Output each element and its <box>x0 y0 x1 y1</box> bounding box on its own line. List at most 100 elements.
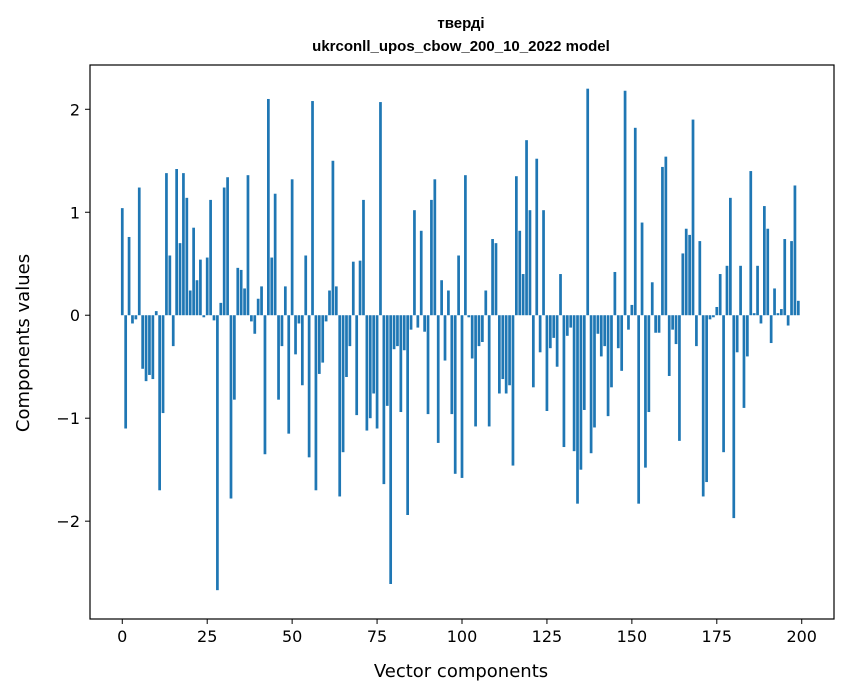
bar <box>572 315 576 452</box>
bar <box>470 315 474 359</box>
bar <box>579 315 583 470</box>
bar <box>644 315 647 468</box>
bar <box>216 315 219 591</box>
bar <box>345 315 348 378</box>
bar <box>195 280 199 316</box>
bar <box>202 315 206 318</box>
bar <box>385 315 389 406</box>
bar <box>355 315 359 416</box>
bar <box>239 269 243 316</box>
bar <box>620 315 624 371</box>
bar <box>317 315 321 374</box>
bar <box>545 315 549 411</box>
bar <box>701 315 705 497</box>
bar <box>127 236 131 316</box>
bar <box>749 171 753 316</box>
y-tick-label: −2 <box>56 512 80 531</box>
bar <box>708 315 712 320</box>
x-tick-label: 175 <box>702 627 733 646</box>
bar <box>460 315 464 478</box>
bar <box>796 300 800 316</box>
bar <box>368 315 372 419</box>
bar <box>756 265 759 316</box>
bar <box>671 315 674 330</box>
chart-subtitle: ukrconll_upos_cbow_200_10_2022 model <box>312 38 610 55</box>
bar <box>627 315 630 330</box>
bar <box>474 315 477 427</box>
bar <box>199 259 202 316</box>
bar <box>433 179 437 316</box>
bar <box>131 315 134 324</box>
bar <box>606 315 610 417</box>
chart-title: тверді <box>437 15 484 32</box>
y-tick-label: 2 <box>70 100 80 119</box>
bar <box>559 274 562 316</box>
bar <box>552 315 556 338</box>
bar <box>742 315 746 408</box>
bar <box>273 193 277 316</box>
bar <box>623 90 627 316</box>
bar <box>144 315 148 382</box>
bar <box>290 179 294 316</box>
bar <box>436 315 440 443</box>
bar <box>307 315 311 458</box>
y-tick-label: 1 <box>70 203 80 222</box>
bar <box>752 313 756 316</box>
bar <box>640 222 644 316</box>
bar <box>453 315 457 474</box>
bar <box>712 315 715 318</box>
bar <box>314 315 318 491</box>
bar <box>661 166 664 316</box>
bar <box>392 315 396 350</box>
bar <box>168 255 172 316</box>
bar <box>674 315 678 345</box>
bar <box>365 315 369 431</box>
bar <box>182 173 185 316</box>
bar <box>637 315 641 504</box>
bar <box>498 315 501 394</box>
bar <box>783 239 787 316</box>
bar <box>521 274 525 316</box>
bar <box>348 315 352 347</box>
bar <box>793 185 797 316</box>
bar <box>698 241 702 316</box>
bar <box>321 315 325 363</box>
bar <box>141 315 145 369</box>
bar <box>256 298 260 316</box>
plot-frame <box>89 64 835 620</box>
bar <box>491 239 494 316</box>
bar <box>633 127 637 316</box>
bar <box>589 315 593 454</box>
bar <box>165 173 168 316</box>
bar <box>134 315 138 320</box>
bar <box>294 315 297 355</box>
bar <box>525 140 528 316</box>
bar <box>151 315 155 380</box>
bar <box>647 315 651 413</box>
bar <box>413 210 416 316</box>
bar <box>171 315 175 347</box>
bar <box>226 177 229 316</box>
bar <box>494 243 498 316</box>
bar <box>447 290 450 316</box>
bar <box>477 315 481 347</box>
bar <box>538 315 542 353</box>
bar <box>185 197 189 316</box>
bar <box>399 315 403 413</box>
bar <box>222 187 226 316</box>
bar <box>515 176 518 316</box>
bar <box>616 315 620 349</box>
bar <box>729 197 732 316</box>
bar <box>209 199 212 316</box>
bar <box>440 280 443 316</box>
x-tick-label: 0 <box>117 627 127 646</box>
bar <box>657 315 661 333</box>
bar <box>678 315 681 441</box>
bar <box>426 315 430 415</box>
bar <box>450 315 454 415</box>
bar <box>304 255 308 316</box>
bar <box>596 315 600 334</box>
bar <box>715 306 719 316</box>
x-tick-label: 150 <box>617 627 648 646</box>
bar <box>464 175 467 316</box>
